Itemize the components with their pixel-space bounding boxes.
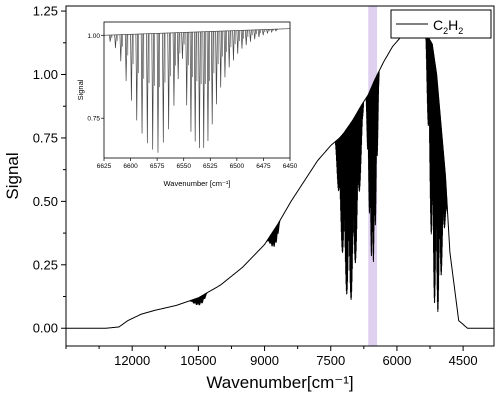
- inset-frame: [103, 21, 291, 159]
- absorption-lines: [425, 34, 448, 312]
- inset-absorption-line: [245, 30, 248, 46]
- legend-label-base: C: [433, 17, 443, 33]
- inset-x-tick-label: 6550: [176, 163, 191, 170]
- inset-absorption-line: [119, 34, 122, 62]
- inset-x-tick-label: 6575: [150, 163, 165, 170]
- x-tick-label: 12000: [114, 353, 150, 368]
- absorption-band-2: [335, 102, 364, 301]
- x-tick-label: 6000: [382, 353, 411, 368]
- inset-y-axis-title: Signal: [76, 79, 85, 100]
- inset-absorption-line: [253, 29, 256, 40]
- y-tick-label: 1.00: [33, 67, 58, 82]
- inset-absorption-line: [162, 33, 165, 143]
- inset-absorption-line: [266, 29, 269, 34]
- inset-absorption-line: [124, 34, 128, 81]
- x-tick-label: 9000: [250, 353, 279, 368]
- inset-absorption-line: [240, 30, 244, 49]
- absorption-lines: [189, 292, 208, 306]
- inset-x-tick-label: 6600: [123, 163, 138, 170]
- inset-absorption-line: [185, 32, 188, 106]
- inset-absorption-line: [172, 32, 176, 106]
- inset-absorption-line: [270, 29, 273, 34]
- y-tick-label: 1.25: [33, 4, 58, 19]
- inset-absorption-line: [223, 30, 227, 78]
- inset-absorption-line: [249, 30, 252, 42]
- x-axis-title: Wavenumber[cm⁻¹]: [206, 373, 353, 392]
- absorption-band-4: [425, 34, 448, 312]
- axis-ticks-layer: 12000 10500 9000 7500 6000 4500 0.00 0.25 0.50 0.…: [33, 4, 478, 368]
- inset-x-axis-title: Wavenumber [cm⁻¹]: [163, 179, 230, 188]
- inset-absorption-line: [189, 32, 193, 132]
- inset-absorption-line: [130, 34, 133, 101]
- legend: C2H2: [390, 9, 492, 39]
- y-tick-label: 0.25: [33, 257, 58, 272]
- plot-frame: [65, 5, 495, 347]
- inset-absorption-line: [156, 33, 160, 153]
- inset-baseline: [103, 28, 291, 36]
- absorption-lines: [335, 102, 364, 301]
- y-tick-label: 0.50: [33, 194, 58, 209]
- inset-chart: 6625 6600 6575 6550 6525 6500 6475 6450 0.75 1.00…: [76, 18, 298, 188]
- legend-label-mid: H: [448, 17, 458, 33]
- inset-absorption-line: [215, 31, 218, 105]
- y-tick-label: 0.75: [33, 130, 58, 145]
- inset-ticks-layer: 6625 6600 6575 6550 6525 6500 6475 6450 0.75 1.00: [87, 33, 297, 170]
- inset-x-tick-label: 6625: [97, 163, 112, 170]
- inset-absorption-line: [108, 35, 112, 42]
- inset-absorption-line: [114, 34, 117, 49]
- inset-x-tick-label: 6475: [256, 163, 271, 170]
- inset-absorption-line: [181, 32, 184, 60]
- inset-absorption-line: [146, 33, 149, 144]
- inset-absorption-line: [151, 33, 154, 150]
- y-tick-label: 0.00: [33, 321, 58, 336]
- inset-absorption-line: [193, 32, 197, 142]
- inset-x-tick-label: 6500: [230, 163, 245, 170]
- absorption-band-3: [365, 71, 380, 262]
- legend-label-sub2: 2: [458, 26, 463, 36]
- inset-absorption-line: [232, 30, 235, 61]
- inset-absorption-line: [257, 29, 261, 38]
- inset-x-tick-label: 6450: [283, 163, 298, 170]
- y-axis-title: Signal: [3, 152, 22, 199]
- inset-absorption-line: [236, 30, 239, 54]
- absorption-lines: [365, 71, 380, 262]
- x-tick-label: 10500: [180, 353, 216, 368]
- inset-absorption-line: [167, 32, 170, 130]
- inset-absorption-line: [262, 29, 265, 36]
- legend-label-c2h2: C2H2: [433, 17, 463, 36]
- inset-absorption-line: [219, 31, 222, 88]
- inset-absorption-line: [211, 31, 214, 125]
- inset-y-tick-label: 1.00: [87, 33, 100, 40]
- inset-y-tick-label: 0.75: [87, 116, 100, 123]
- inset-absorption-line: [202, 31, 205, 148]
- inset-absorption-line: [198, 31, 201, 148]
- inset-absorption-line: [274, 29, 278, 32]
- inset-absorption-line: [206, 31, 210, 142]
- legend-label-sub1: 2: [443, 26, 448, 36]
- absorption-band-0: [189, 292, 208, 306]
- inset-x-tick-label: 6525: [203, 163, 218, 170]
- inset-spectrum-layer: [103, 28, 291, 153]
- inset-absorption-line: [228, 30, 231, 68]
- x-tick-label: 7500: [316, 353, 345, 368]
- inset-absorption-line: [176, 32, 180, 80]
- inset-absorption-line: [140, 33, 144, 134]
- x-tick-label: 4500: [449, 353, 478, 368]
- inset-absorption-line: [135, 34, 138, 121]
